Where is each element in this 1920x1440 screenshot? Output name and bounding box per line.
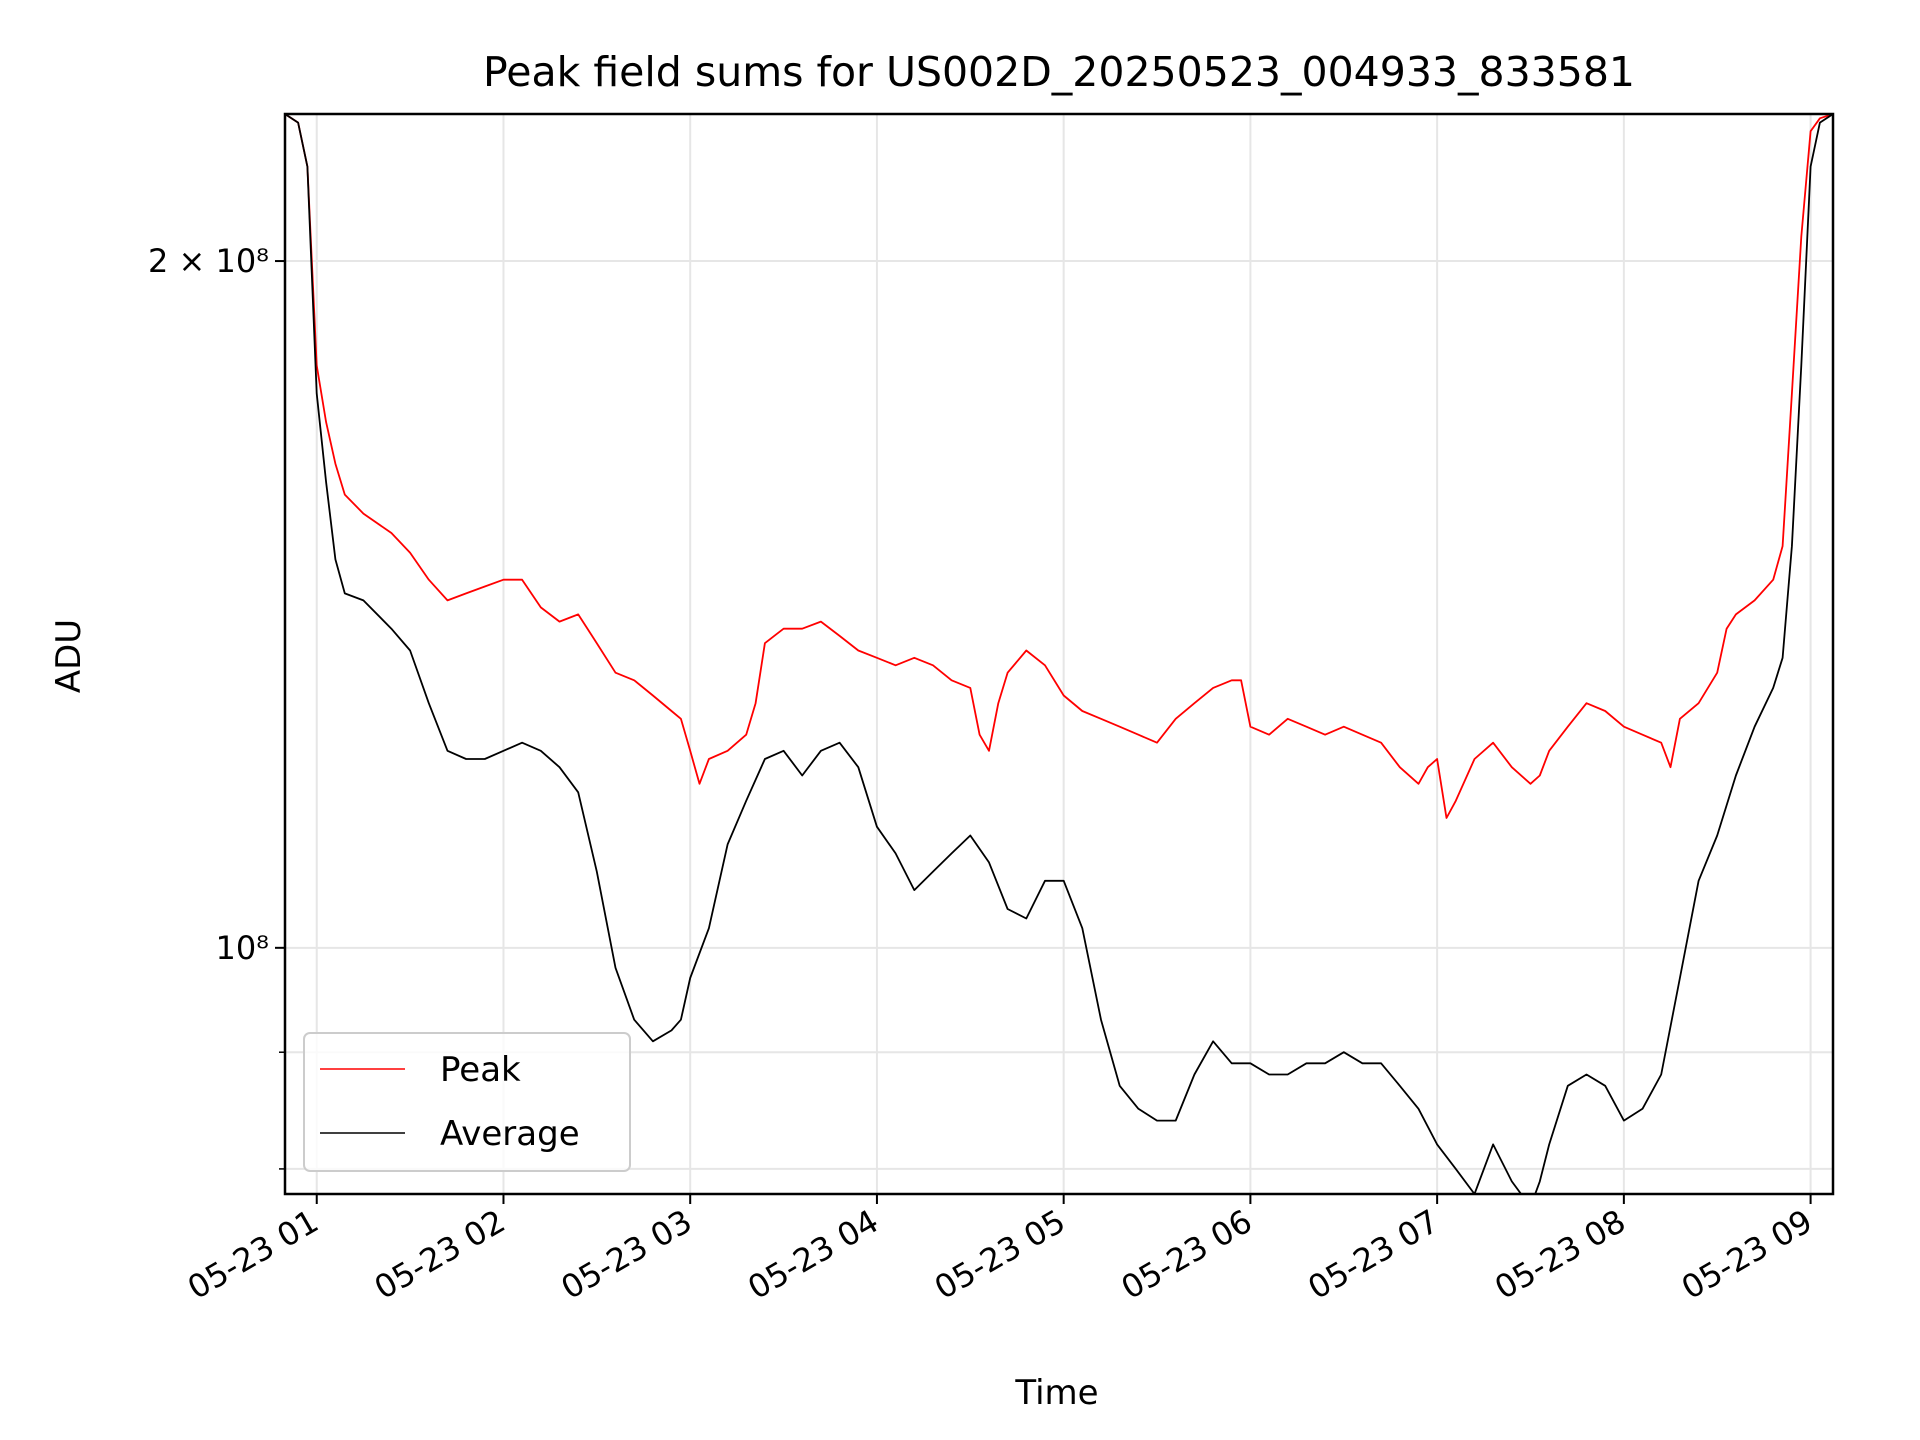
x-axis-label: Time	[1014, 1373, 1098, 1413]
chart-title: Peak field sums for US002D_20250523_0049…	[483, 48, 1635, 96]
series-line-average	[285, 114, 1833, 1194]
legend-box	[303, 1032, 631, 1172]
series-layer	[285, 114, 1833, 1194]
legend-label-average: Average	[440, 1114, 580, 1154]
y-axis-label: ADU	[49, 619, 89, 693]
y-tick-label: 2 × 10⁸	[148, 242, 269, 280]
plot-frame	[283, 112, 1835, 1196]
legend: Peak Average	[303, 1032, 631, 1172]
y-tick-label: 10⁸	[215, 929, 269, 967]
series-line-peak	[285, 114, 1833, 819]
grid	[285, 114, 1833, 1194]
legend-label-peak: Peak	[440, 1050, 521, 1090]
y-axis-ticks: 2 × 10⁸ 10⁸	[148, 242, 285, 1170]
